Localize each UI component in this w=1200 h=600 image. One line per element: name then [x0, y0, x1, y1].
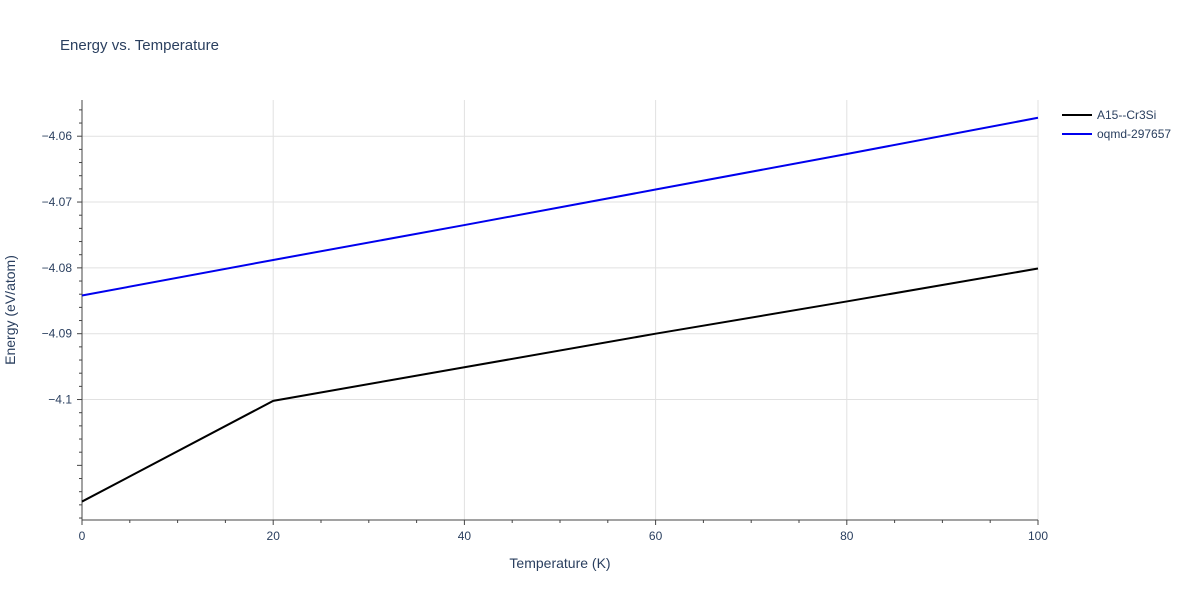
series-layer [81, 116, 1039, 503]
y-tick-label: −4.07 [42, 195, 73, 209]
legend-item[interactable]: A15--Cr3Si [1062, 108, 1156, 122]
x-tick-label: 20 [267, 529, 281, 543]
chart-title: Energy vs. Temperature [60, 37, 219, 54]
y-axis-title: Energy (eV/atom) [2, 255, 18, 365]
x-axis-title: Temperature (K) [509, 555, 610, 571]
x-tick-label: 100 [1028, 529, 1048, 543]
y-tick-label: −4.08 [42, 261, 73, 275]
y-tick-label: −4.1 [48, 393, 72, 407]
axes-layer: 0 20 40 60 80 100 −4.1 −4.09 −4.08 −4.07 −4.06 [42, 100, 1048, 543]
legend-item[interactable]: oqmd-297657 [1062, 127, 1171, 141]
x-tick-label: 0 [79, 529, 86, 543]
x-tick-label: 60 [649, 529, 663, 543]
y-tick-label: −4.09 [42, 327, 73, 341]
legend[interactable]: A15--Cr3Si oqmd-297657 [1062, 108, 1171, 141]
y-tick-label: −4.06 [42, 129, 73, 143]
grid-layer [82, 100, 1039, 520]
legend-label: A15--Cr3Si [1097, 108, 1156, 122]
x-tick-label: 40 [458, 529, 472, 543]
legend-label: oqmd-297657 [1097, 127, 1171, 141]
x-tick-label: 80 [840, 529, 854, 543]
series-line-2[interactable] [81, 116, 1039, 297]
series-line-1[interactable] [81, 267, 1039, 503]
